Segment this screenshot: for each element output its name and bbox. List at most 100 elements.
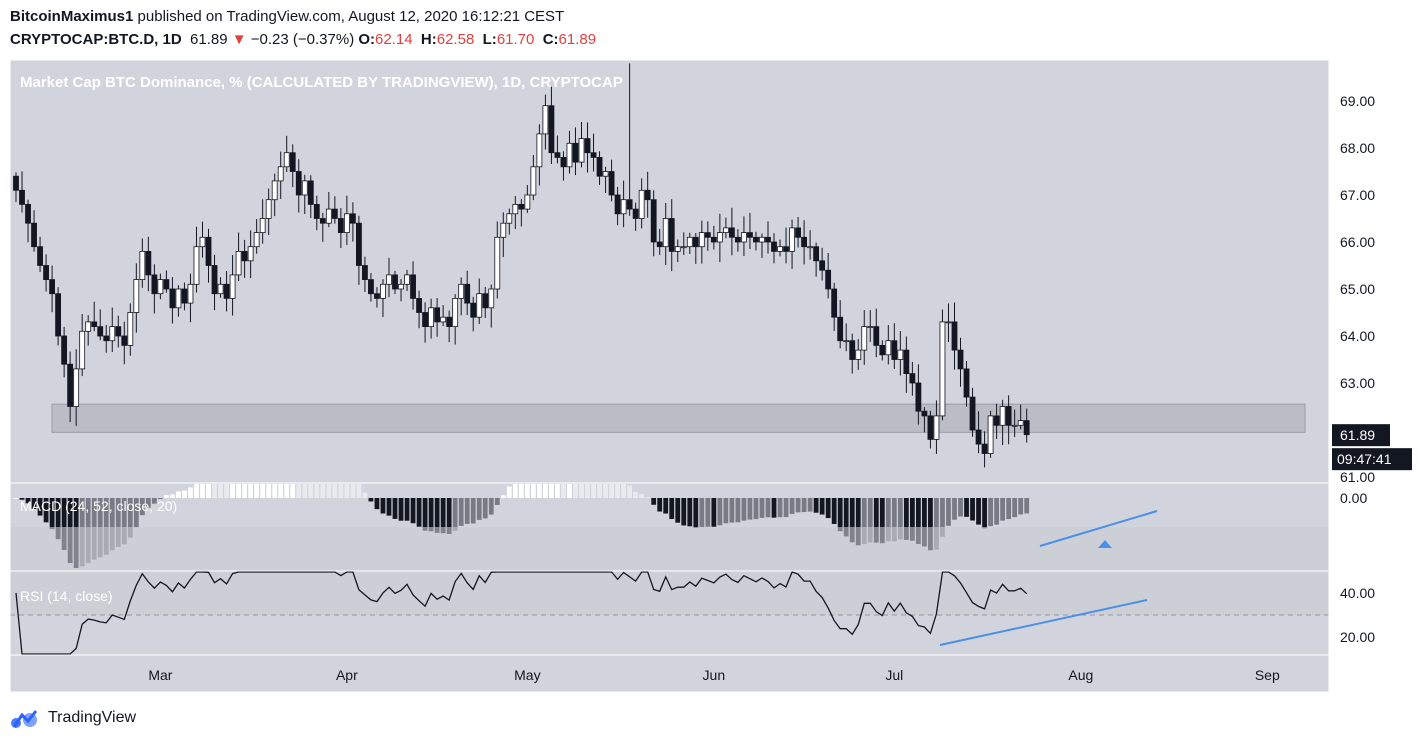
macd-bar	[807, 498, 813, 512]
macd-bar	[157, 498, 163, 499]
candle	[422, 312, 428, 327]
macd-bar	[476, 498, 482, 520]
macd-bar	[976, 498, 981, 525]
candle	[223, 283, 230, 299]
candle	[458, 283, 465, 299]
macd-bar	[31, 498, 37, 509]
date-tick-label: Apr	[336, 667, 358, 683]
candle	[91, 321, 98, 327]
macd-bar	[170, 494, 175, 498]
candle	[1011, 424, 1018, 427]
candle	[428, 307, 435, 327]
macd-bar	[795, 498, 801, 513]
macd-bar	[386, 498, 392, 516]
macd-bar	[278, 484, 284, 498]
macd-bar	[260, 484, 266, 498]
macd-bar	[988, 498, 993, 527]
countdown-label: 09:47:41	[1337, 451, 1392, 467]
macd-bar	[741, 498, 747, 521]
candle	[867, 326, 874, 329]
price-tick-label: 66.00	[1340, 234, 1375, 250]
macd-bar	[362, 492, 368, 498]
macd-bar	[344, 484, 350, 498]
candle	[512, 203, 519, 215]
support-zone	[51, 403, 1306, 433]
candle	[981, 443, 988, 454]
symbol-label[interactable]: CRYPTOCAP:BTC.D, 1D	[10, 31, 182, 48]
last-price-tag	[1332, 424, 1390, 447]
candle	[554, 152, 561, 158]
macd-bar	[314, 484, 320, 498]
candle	[825, 269, 832, 290]
macd-bar	[964, 498, 969, 517]
candle	[584, 138, 591, 154]
candle	[855, 349, 862, 360]
macd-bar	[819, 498, 825, 515]
candle	[849, 340, 856, 360]
candle	[169, 288, 176, 309]
macd-bar	[530, 484, 536, 498]
high-value: 62.58	[436, 31, 475, 48]
price-tick-label: 63.00	[1340, 375, 1375, 391]
candle	[416, 297, 422, 313]
candle	[873, 326, 880, 346]
macd-bar	[681, 498, 687, 526]
candle	[741, 232, 747, 243]
date-tick-label: Mar	[148, 667, 172, 683]
macd-bar	[404, 498, 410, 521]
macd-bar	[669, 498, 675, 520]
candle	[55, 293, 62, 337]
candle	[939, 321, 946, 417]
candle	[67, 363, 74, 407]
macd-bar	[428, 498, 434, 532]
candle	[500, 222, 507, 238]
macd-bar	[320, 484, 326, 498]
candle	[313, 203, 320, 219]
candle	[307, 180, 314, 205]
footer-brand[interactable]: TradingView	[10, 707, 136, 729]
macd-bar	[440, 498, 446, 534]
candle	[710, 236, 717, 243]
macd-bar	[1000, 498, 1006, 521]
candle	[518, 203, 525, 210]
date-tick-label: May	[514, 667, 540, 683]
macd-bar	[717, 498, 723, 526]
candle	[235, 250, 242, 276]
macd-bar	[422, 498, 428, 531]
macd-bar	[735, 498, 741, 523]
candle	[801, 236, 807, 248]
candle	[374, 293, 380, 299]
macd-bar	[133, 498, 139, 528]
candle	[325, 208, 332, 224]
candle	[891, 340, 898, 360]
author-name[interactable]: BitcoinMaximus1	[10, 8, 134, 25]
rsi-line	[15, 571, 1028, 655]
macd-bar	[922, 498, 927, 547]
candle	[229, 274, 236, 299]
macd-bar	[946, 498, 951, 526]
macd-bar	[452, 498, 458, 531]
open-value: 62.14	[375, 31, 413, 48]
macd-bar	[771, 498, 777, 518]
candle	[626, 199, 633, 210]
macd-bar	[488, 498, 494, 515]
candle	[771, 241, 777, 252]
candle	[193, 246, 200, 285]
candle	[560, 156, 567, 168]
macd-bar	[567, 484, 572, 498]
macd-bar	[524, 484, 530, 498]
candle	[97, 326, 104, 337]
macd-bar	[801, 498, 807, 513]
macd-bar	[699, 498, 705, 528]
candle	[337, 218, 344, 233]
macd-bar	[952, 498, 957, 520]
macd-bar	[458, 498, 464, 526]
candle	[139, 250, 146, 280]
candle	[783, 246, 789, 252]
candle	[704, 232, 711, 238]
candle	[331, 208, 338, 219]
candle	[446, 316, 453, 328]
candle	[578, 138, 585, 163]
date-tick-label: Aug	[1068, 667, 1093, 683]
